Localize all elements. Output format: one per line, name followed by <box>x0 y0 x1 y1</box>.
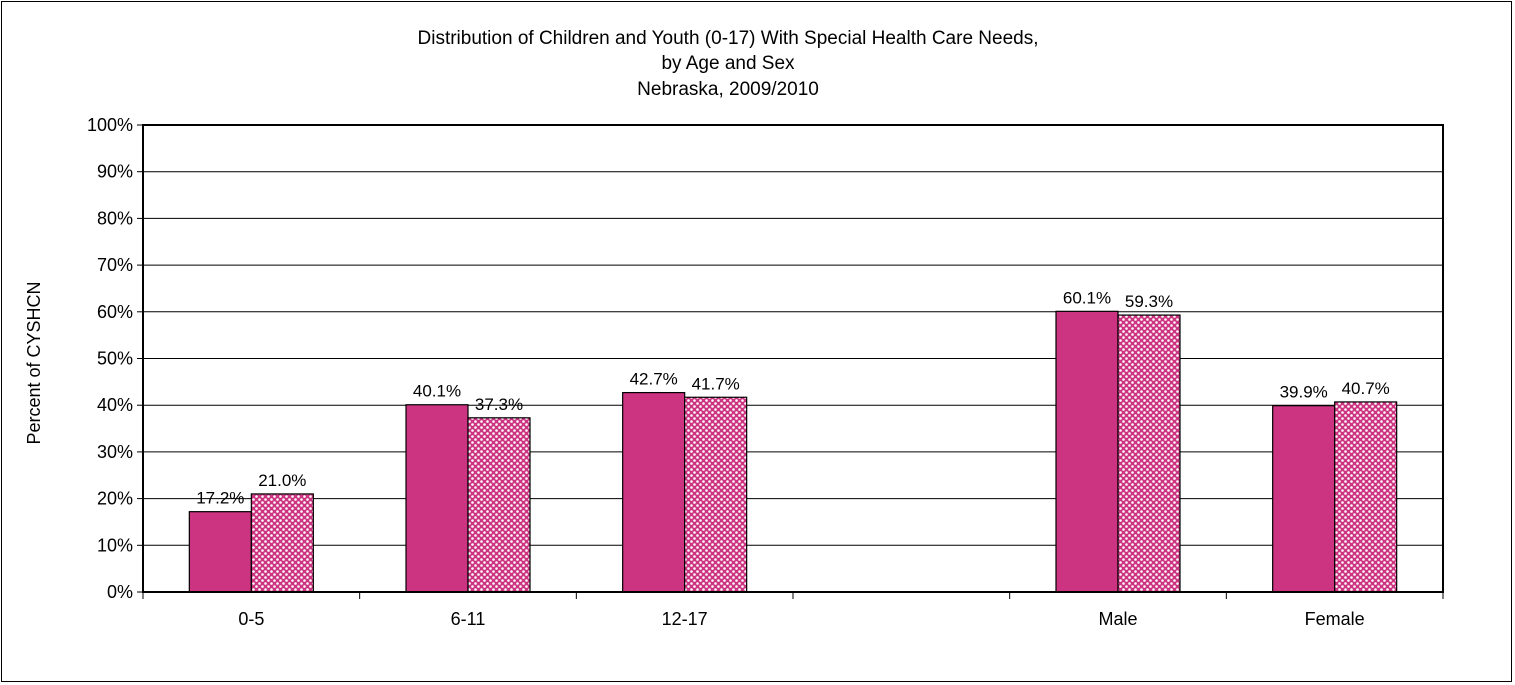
bar <box>684 396 748 593</box>
bar <box>1272 405 1336 593</box>
bar <box>1055 310 1119 593</box>
y-tick-label: 80% <box>97 208 133 228</box>
bar <box>188 511 252 593</box>
y-tick-label: 40% <box>97 395 133 415</box>
x-category-label: 6-11 <box>451 609 486 629</box>
chart-title-line-1: Distribution of Children and Youth (0-17… <box>418 28 1039 49</box>
data-label: 60.1% <box>1063 288 1111 307</box>
y-tick-label: 100% <box>87 115 133 135</box>
data-label: 17.2% <box>196 489 244 508</box>
bar <box>622 391 686 593</box>
bar <box>467 417 531 593</box>
y-tick-label: 0% <box>107 582 133 602</box>
data-label: 40.7% <box>1342 379 1390 398</box>
y-tick-label: 50% <box>97 349 133 369</box>
x-category-label: Female <box>1305 609 1365 629</box>
y-tick-label: 20% <box>97 489 133 509</box>
y-tick-label: 60% <box>97 302 133 322</box>
x-category-label: 0-5 <box>238 609 264 629</box>
y-tick-label: 90% <box>97 162 133 182</box>
data-label: 41.7% <box>692 374 740 393</box>
chart-title-line-3: Nebraska, 2009/2010 <box>637 79 819 100</box>
data-label: 42.7% <box>630 370 678 389</box>
y-tick-label: 70% <box>97 255 133 275</box>
data-label: 37.3% <box>475 395 523 414</box>
data-label: 39.9% <box>1280 383 1328 402</box>
y-axis-title: Percent of CYSHCN <box>24 281 44 444</box>
data-label: 21.0% <box>258 471 306 490</box>
x-category-label: 12-17 <box>662 609 708 629</box>
data-label: 40.1% <box>413 382 461 401</box>
data-label: 59.3% <box>1125 292 1173 311</box>
bar <box>405 404 469 593</box>
y-tick-label: 30% <box>97 442 133 462</box>
x-category-label: Male <box>1098 609 1137 629</box>
bar <box>1334 401 1398 593</box>
chart-title-line-2: by Age and Sex <box>661 53 795 74</box>
y-tick-label: 10% <box>97 535 133 555</box>
bar <box>1117 314 1181 593</box>
bar <box>250 493 314 593</box>
